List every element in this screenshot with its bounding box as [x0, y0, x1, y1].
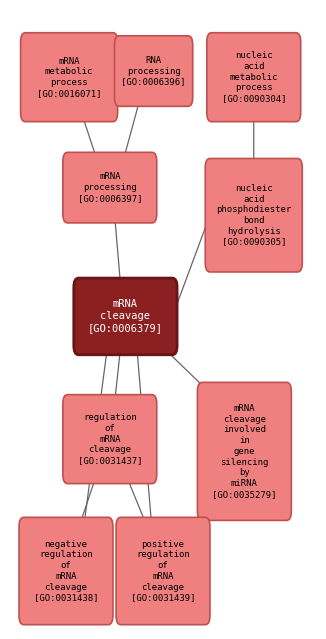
Text: mRNA
processing
[GO:0006397]: mRNA processing [GO:0006397]: [78, 173, 142, 203]
Text: regulation
of
mRNA
cleavage
[GO:0031437]: regulation of mRNA cleavage [GO:0031437]: [78, 413, 142, 465]
FancyBboxPatch shape: [114, 36, 193, 106]
FancyBboxPatch shape: [116, 518, 210, 625]
Text: RNA
processing
[GO:0006396]: RNA processing [GO:0006396]: [121, 56, 186, 86]
FancyBboxPatch shape: [198, 382, 291, 520]
FancyBboxPatch shape: [205, 158, 302, 272]
Text: mRNA
cleavage
[GO:0006379]: mRNA cleavage [GO:0006379]: [88, 300, 163, 334]
FancyBboxPatch shape: [21, 33, 118, 121]
Text: nucleic
acid
metabolic
process
[GO:0090304]: nucleic acid metabolic process [GO:00903…: [221, 51, 286, 103]
FancyBboxPatch shape: [207, 33, 301, 121]
Text: nucleic
acid
phosphodiester
bond
hydrolysis
[GO:0090305]: nucleic acid phosphodiester bond hydroly…: [216, 184, 291, 247]
Text: mRNA
cleavage
involved
in
gene
silencing
by
miRNA
[GO:0035279]: mRNA cleavage involved in gene silencing…: [212, 404, 277, 499]
FancyBboxPatch shape: [63, 395, 157, 484]
FancyBboxPatch shape: [63, 152, 157, 223]
FancyBboxPatch shape: [19, 518, 113, 625]
Text: mRNA
metabolic
process
[GO:0016071]: mRNA metabolic process [GO:0016071]: [37, 57, 101, 98]
Text: negative
regulation
of
mRNA
cleavage
[GO:0031438]: negative regulation of mRNA cleavage [GO…: [34, 539, 98, 603]
FancyBboxPatch shape: [74, 278, 177, 355]
Text: positive
regulation
of
mRNA
cleavage
[GO:0031439]: positive regulation of mRNA cleavage [GO…: [131, 539, 195, 603]
